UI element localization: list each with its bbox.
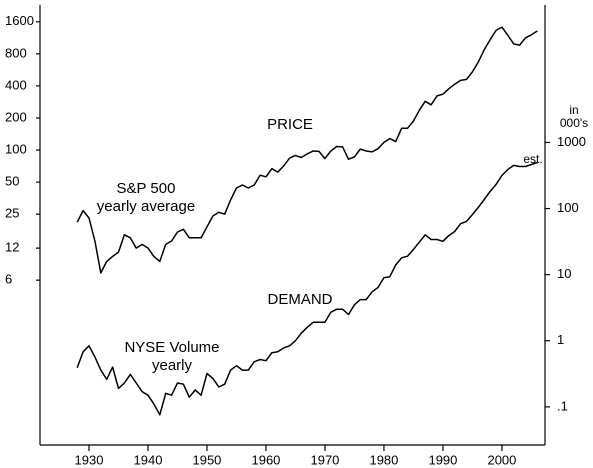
annotation: NYSE Volume [124,339,219,356]
annotation: yearly average [97,198,195,215]
y2-tick-label: 10 [557,266,571,281]
x-tick-label: 1930 [75,452,104,467]
x-tick-label: 2000 [487,452,516,467]
y-tick-label: 50 [5,174,19,189]
y-tick-label: 100 [5,141,27,156]
y2-tick-label: .1 [557,398,568,413]
y-tick-label: 6 [5,272,12,287]
annotation: DEMAND [267,291,332,308]
y2-axis-label: 000's [560,116,588,130]
series-line [76,26,538,274]
y-tick-label: 25 [5,206,19,221]
x-tick-label: 1940 [134,452,163,467]
x-tick-label: 1980 [369,452,398,467]
x-tick-label: 1990 [428,452,457,467]
series-line [76,161,538,416]
annotation: S&P 500 [117,180,176,197]
annotation: est. [523,152,542,166]
x-tick-label: 1950 [192,452,221,467]
annotation: yearly [152,357,193,374]
annotation: PRICE [267,116,313,133]
x-tick-label: 1960 [251,452,280,467]
y-tick-label: 800 [5,45,27,60]
y-tick-label: 1600 [5,13,34,28]
y2-axis-label: in [569,103,578,117]
y2-tick-label: 1 [557,332,564,347]
y-tick-label: 200 [5,109,27,124]
y2-tick-label: 1000 [557,134,586,149]
y-tick-label: 400 [5,77,27,92]
y-tick-label: 12 [5,240,19,255]
x-tick-label: 1970 [310,452,339,467]
y2-tick-label: 100 [557,200,579,215]
